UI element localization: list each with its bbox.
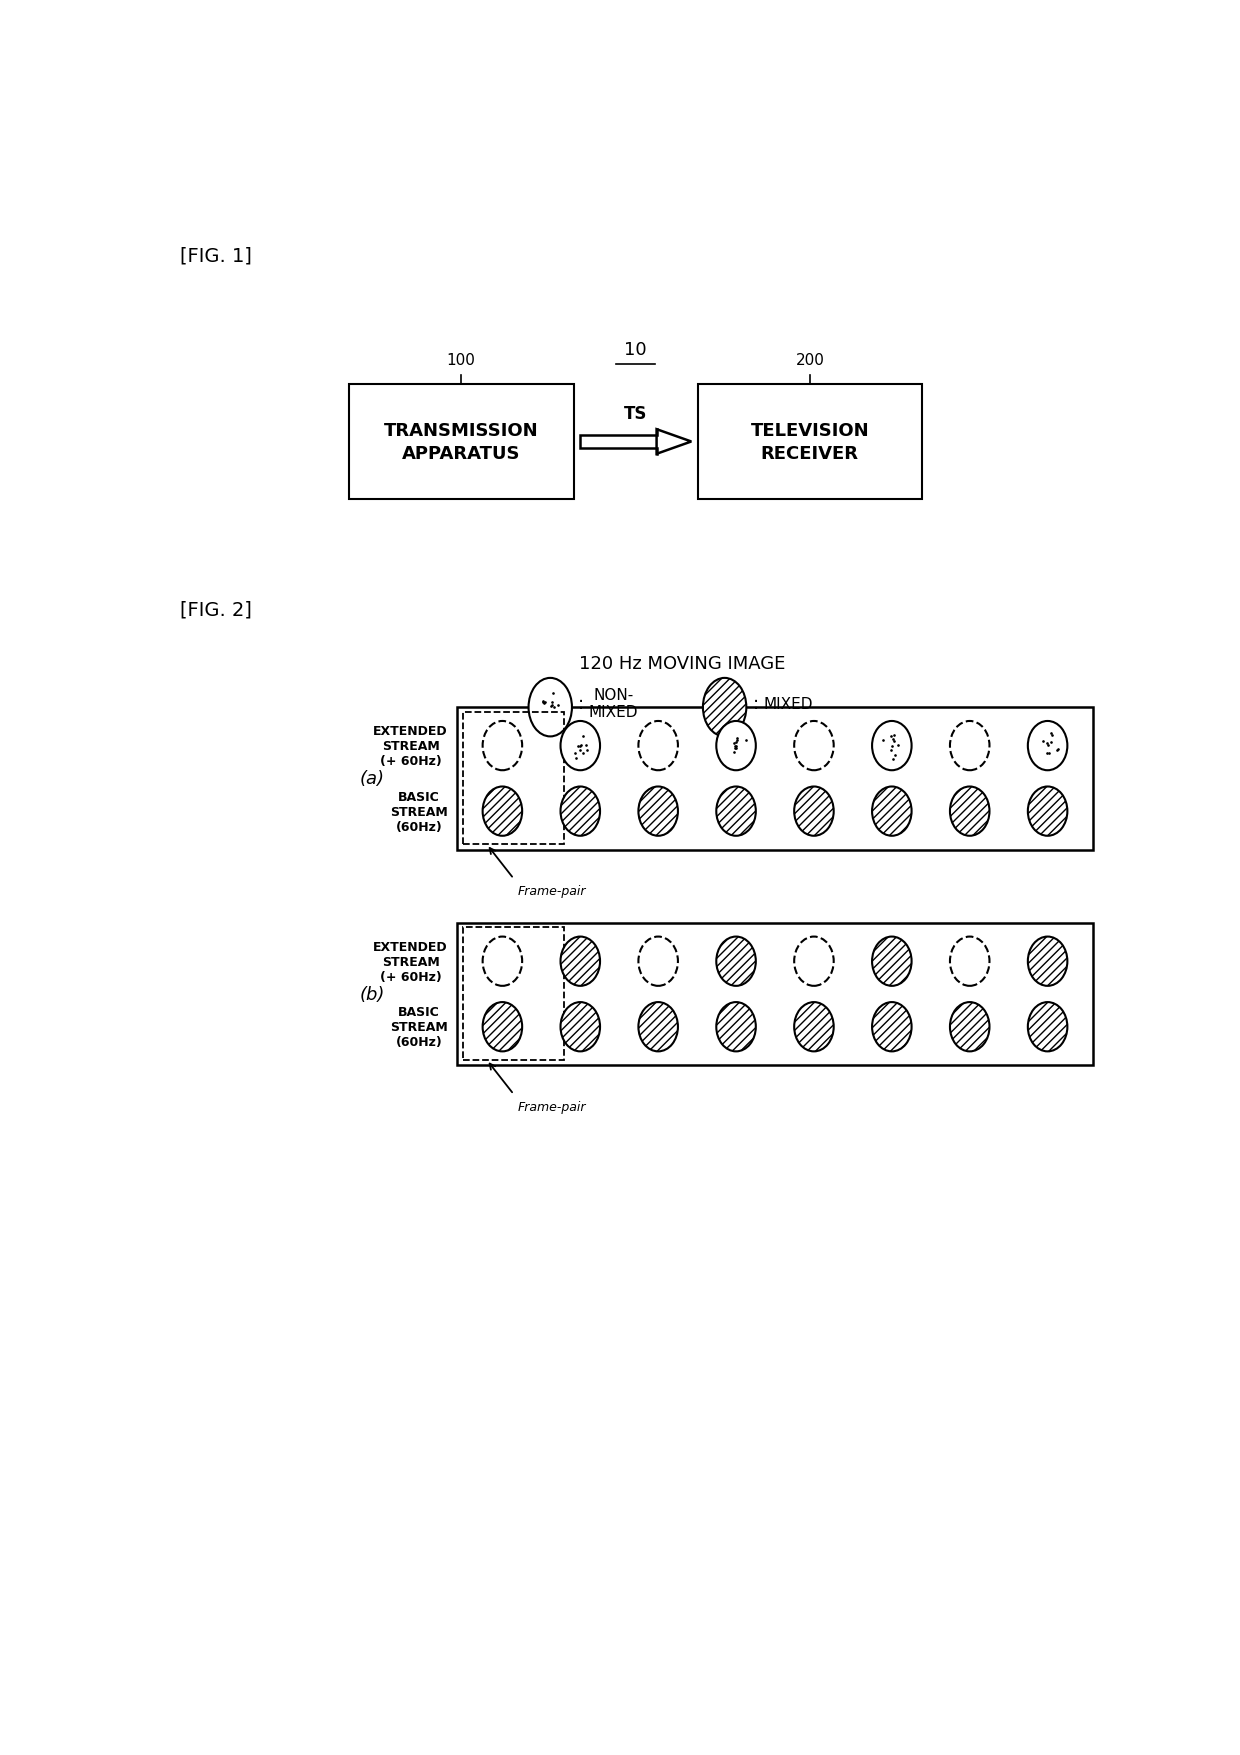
- Ellipse shape: [639, 786, 678, 837]
- Text: 10: 10: [624, 340, 647, 360]
- Text: TS: TS: [624, 405, 647, 423]
- Text: (a): (a): [360, 770, 384, 788]
- Ellipse shape: [528, 679, 572, 737]
- Ellipse shape: [560, 1002, 600, 1051]
- Text: MIXED: MIXED: [764, 697, 813, 711]
- Ellipse shape: [639, 1002, 678, 1051]
- Ellipse shape: [560, 937, 600, 986]
- Bar: [464, 713, 564, 844]
- Ellipse shape: [1028, 786, 1068, 837]
- Ellipse shape: [794, 786, 833, 837]
- Ellipse shape: [639, 721, 678, 770]
- Ellipse shape: [872, 1002, 911, 1051]
- Ellipse shape: [950, 1002, 990, 1051]
- Ellipse shape: [703, 679, 746, 737]
- Text: 200: 200: [795, 353, 825, 367]
- Ellipse shape: [482, 937, 522, 986]
- Text: TRANSMISSION
APPARATUS: TRANSMISSION APPARATUS: [384, 421, 538, 463]
- Text: Frame-pair: Frame-pair: [518, 885, 587, 899]
- Ellipse shape: [872, 786, 911, 837]
- Text: TELEVISION
RECEIVER: TELEVISION RECEIVER: [750, 421, 869, 463]
- Ellipse shape: [482, 721, 522, 770]
- Bar: [464, 928, 564, 1060]
- Text: 120 Hz MOVING IMAGE: 120 Hz MOVING IMAGE: [579, 655, 785, 674]
- Ellipse shape: [717, 1002, 756, 1051]
- Text: 100: 100: [446, 353, 476, 367]
- Text: (b): (b): [360, 985, 384, 1004]
- Text: BASIC
STREAM
(60Hz): BASIC STREAM (60Hz): [391, 790, 448, 834]
- Ellipse shape: [950, 721, 990, 770]
- Text: EXTENDED
STREAM
(+ 60Hz): EXTENDED STREAM (+ 60Hz): [373, 941, 448, 983]
- Bar: [580, 435, 657, 449]
- Ellipse shape: [950, 786, 990, 837]
- Text: :: :: [753, 695, 759, 713]
- Ellipse shape: [872, 937, 911, 986]
- Bar: [458, 707, 1092, 849]
- Ellipse shape: [482, 1002, 522, 1051]
- Bar: [458, 923, 1092, 1065]
- Text: [FIG. 1]: [FIG. 1]: [180, 246, 252, 265]
- Bar: [348, 384, 573, 500]
- Ellipse shape: [560, 786, 600, 837]
- Ellipse shape: [794, 721, 833, 770]
- Ellipse shape: [1028, 937, 1068, 986]
- Bar: [697, 384, 923, 500]
- Ellipse shape: [1028, 1002, 1068, 1051]
- Ellipse shape: [794, 937, 833, 986]
- Ellipse shape: [717, 721, 756, 770]
- Ellipse shape: [794, 1002, 833, 1051]
- Polygon shape: [657, 430, 692, 455]
- Ellipse shape: [950, 937, 990, 986]
- Ellipse shape: [482, 786, 522, 837]
- Text: EXTENDED
STREAM
(+ 60Hz): EXTENDED STREAM (+ 60Hz): [373, 725, 448, 767]
- Text: :: :: [578, 695, 584, 713]
- Text: Frame-pair: Frame-pair: [518, 1100, 587, 1113]
- Ellipse shape: [639, 937, 678, 986]
- Ellipse shape: [560, 721, 600, 770]
- Text: [FIG. 2]: [FIG. 2]: [180, 600, 252, 620]
- Ellipse shape: [717, 786, 756, 837]
- Text: NON-
MIXED: NON- MIXED: [589, 688, 639, 720]
- Ellipse shape: [717, 937, 756, 986]
- Ellipse shape: [1028, 721, 1068, 770]
- Text: BASIC
STREAM
(60Hz): BASIC STREAM (60Hz): [391, 1006, 448, 1049]
- Ellipse shape: [872, 721, 911, 770]
